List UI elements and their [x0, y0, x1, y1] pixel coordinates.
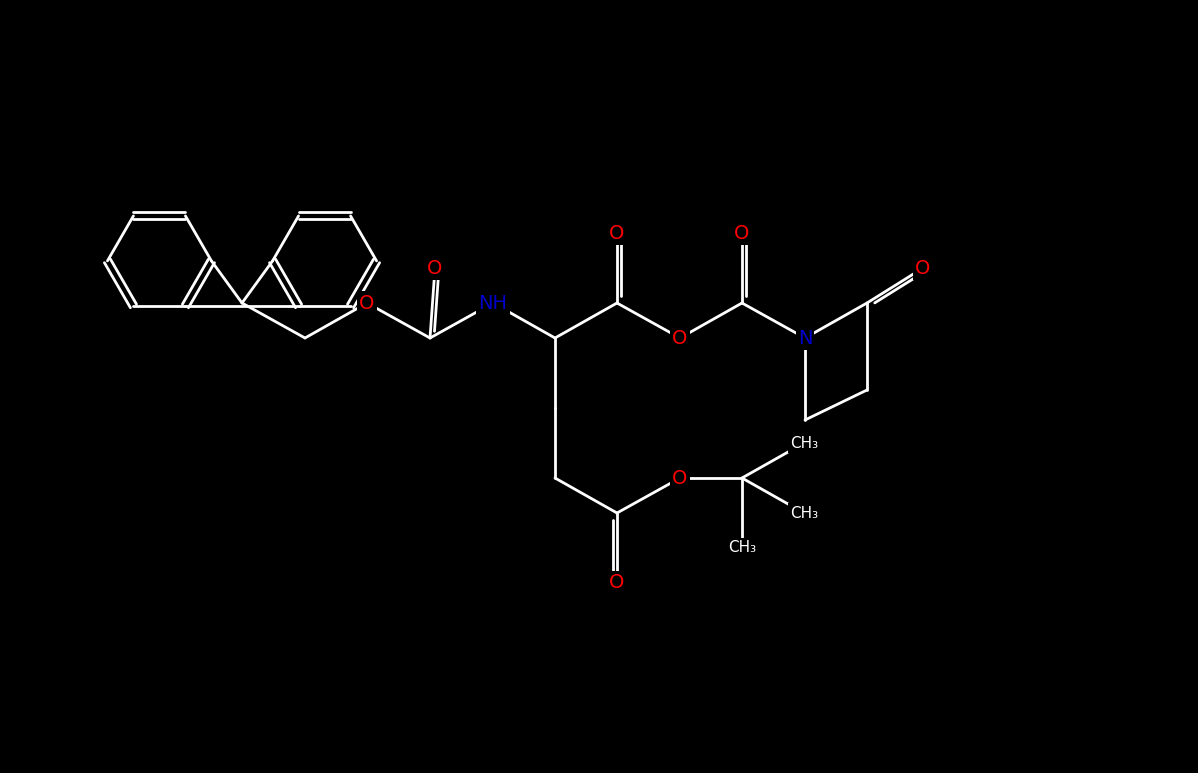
Text: NH: NH — [478, 294, 508, 312]
Text: O: O — [428, 258, 443, 278]
Text: O: O — [359, 294, 375, 312]
Text: O: O — [915, 258, 931, 278]
Text: O: O — [610, 223, 624, 243]
Text: N: N — [798, 329, 812, 348]
Text: O: O — [610, 574, 624, 592]
Text: CH₃: CH₃ — [728, 540, 756, 556]
Text: O: O — [734, 223, 750, 243]
Text: CH₃: CH₃ — [789, 506, 818, 520]
Text: O: O — [672, 329, 688, 348]
Text: O: O — [672, 468, 688, 488]
Text: CH₃: CH₃ — [789, 435, 818, 451]
